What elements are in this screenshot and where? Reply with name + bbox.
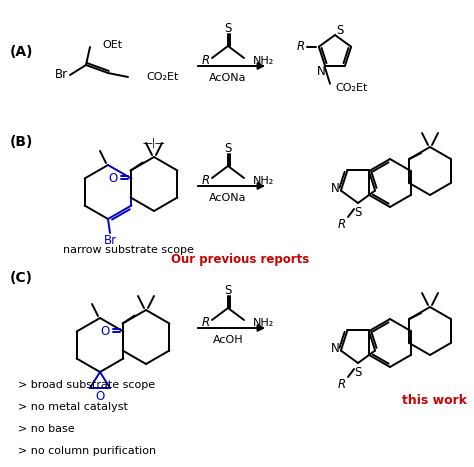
Text: AcONa: AcONa: [209, 73, 247, 83]
Text: this work: this work: [402, 394, 467, 406]
Text: (A): (A): [10, 45, 34, 59]
Text: > no base: > no base: [18, 424, 74, 434]
Text: R: R: [202, 175, 210, 187]
Text: S: S: [354, 367, 362, 380]
Text: N: N: [317, 65, 325, 78]
Text: CO₂Et: CO₂Et: [336, 83, 368, 93]
Text: O: O: [95, 390, 105, 403]
Text: AcONa: AcONa: [209, 193, 247, 203]
Text: S: S: [354, 206, 362, 219]
Text: NH₂: NH₂: [253, 56, 274, 66]
Text: R: R: [202, 55, 210, 68]
Text: R: R: [338, 219, 346, 232]
Text: OEt: OEt: [102, 40, 122, 50]
Text: (B): (B): [10, 135, 33, 149]
Text: N: N: [330, 342, 339, 355]
Text: AcOH: AcOH: [213, 335, 243, 345]
Text: N: N: [330, 182, 339, 195]
Text: Br: Br: [103, 234, 117, 248]
Text: NH₂: NH₂: [253, 176, 274, 186]
Text: —|—: —|—: [143, 138, 165, 148]
Text: S: S: [224, 283, 232, 297]
Text: NH₂: NH₂: [253, 318, 274, 328]
Text: (C): (C): [10, 271, 33, 285]
Text: S: S: [224, 142, 232, 155]
Text: > broad substrate scope: > broad substrate scope: [18, 380, 155, 390]
Text: CO₂Et: CO₂Et: [146, 72, 178, 82]
Text: R: R: [202, 317, 210, 330]
Text: > no metal catalyst: > no metal catalyst: [18, 402, 128, 412]
Text: R: R: [338, 378, 346, 391]
Text: O: O: [109, 172, 118, 185]
Text: > no column purification: > no column purification: [18, 446, 156, 456]
Text: Our previous reports: Our previous reports: [171, 254, 309, 267]
Text: R: R: [297, 40, 305, 53]
Text: S: S: [224, 21, 232, 35]
Text: narrow substrate scope: narrow substrate scope: [63, 245, 193, 255]
Text: Br: Br: [55, 69, 68, 82]
Text: O: O: [101, 325, 110, 338]
Text: S: S: [337, 24, 344, 37]
